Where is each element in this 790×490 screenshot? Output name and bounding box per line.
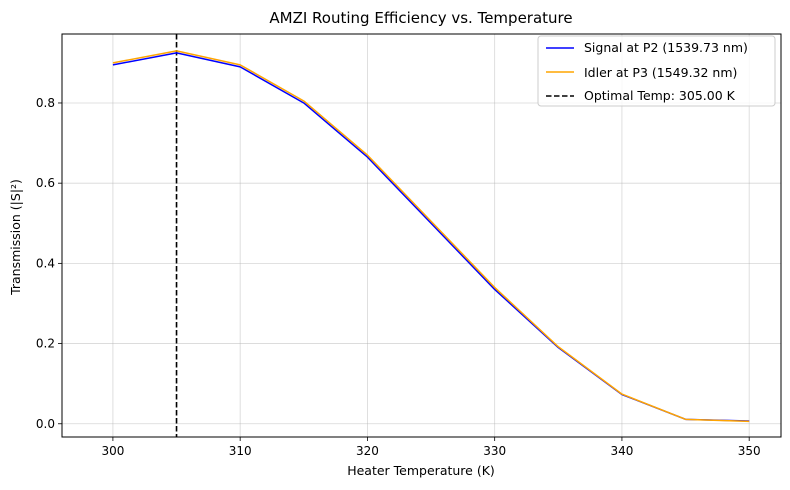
y-tick-label: 0.0 [36,417,55,431]
x-tick-label: 310 [229,444,252,458]
x-tick-label: 330 [483,444,506,458]
legend-label-signal: Signal at P2 (1539.73 nm) [584,40,748,55]
series-layer [112,50,750,423]
chart-title: AMZI Routing Efficiency vs. Temperature [269,9,572,27]
series-line-idler [112,50,750,423]
legend-label-idler: Idler at P3 (1549.32 nm) [584,65,737,80]
ticks: 300 310 320 330 340 350 0.0 0.2 0.4 0.6 0.8 [36,96,761,458]
y-tick-label: 0.6 [36,176,55,190]
x-tick-label: 340 [610,444,633,458]
x-axis-label: Heater Temperature (K) [347,463,495,478]
legend-label-optimal: Optimal Temp: 305.00 K [584,88,736,103]
x-tick-label: 350 [738,444,761,458]
y-tick-label: 0.4 [36,256,55,270]
y-axis-label: Transmission (|S|²) [8,179,23,296]
y-tick-label: 0.2 [36,337,55,351]
x-tick-label: 320 [356,444,379,458]
legend: Signal at P2 (1539.73 nm) Idler at P3 (1… [537,35,776,107]
plot-frame [61,33,782,438]
legend-box [537,35,776,107]
y-tick-label: 0.8 [36,96,55,110]
x-tick-label: 300 [101,444,124,458]
